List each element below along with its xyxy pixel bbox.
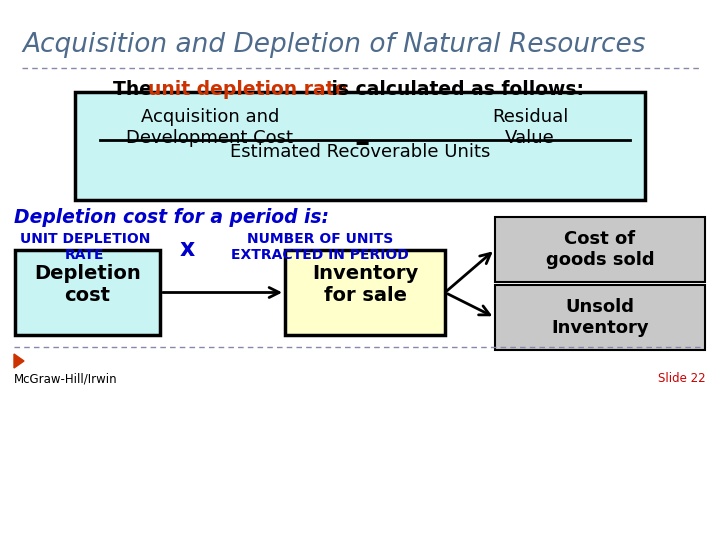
Text: is calculated as follows:: is calculated as follows: (325, 80, 584, 99)
Text: Depletion cost for a period is:: Depletion cost for a period is: (14, 208, 329, 227)
Polygon shape (14, 354, 24, 368)
Text: –: – (354, 128, 369, 157)
Text: Acquisition and Depletion of Natural Resources: Acquisition and Depletion of Natural Res… (22, 32, 646, 58)
Text: unit depletion rate: unit depletion rate (148, 80, 347, 99)
FancyBboxPatch shape (75, 92, 645, 200)
Text: Inventory
for sale: Inventory for sale (312, 264, 418, 305)
FancyBboxPatch shape (495, 285, 705, 350)
Text: Unsold
Inventory: Unsold Inventory (552, 298, 649, 337)
Text: McGraw-Hill/Irwin: McGraw-Hill/Irwin (14, 372, 117, 385)
FancyBboxPatch shape (495, 217, 705, 282)
Text: The: The (113, 80, 158, 99)
Text: Estimated Recoverable Units: Estimated Recoverable Units (230, 143, 490, 161)
Text: x: x (179, 237, 194, 261)
Text: Cost of
goods sold: Cost of goods sold (546, 230, 654, 269)
Text: Residual
Value: Residual Value (492, 108, 568, 147)
Text: NUMBER OF UNITS
EXTRACTED IN PERIOD: NUMBER OF UNITS EXTRACTED IN PERIOD (231, 232, 409, 262)
Text: UNIT DEPLETION
RATE: UNIT DEPLETION RATE (20, 232, 150, 262)
FancyBboxPatch shape (15, 250, 160, 335)
Text: Depletion
cost: Depletion cost (34, 264, 141, 305)
Text: Acquisition and
Development Cost: Acquisition and Development Cost (127, 108, 294, 147)
FancyBboxPatch shape (285, 250, 445, 335)
Text: Slide 22: Slide 22 (658, 372, 706, 385)
